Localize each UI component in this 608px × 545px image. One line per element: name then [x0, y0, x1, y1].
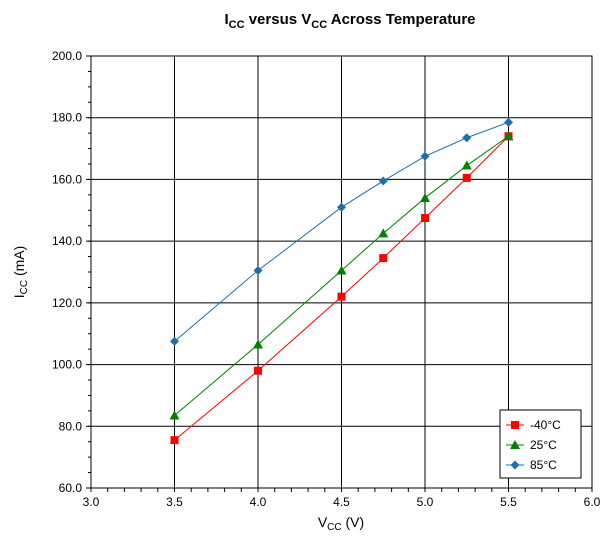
y-axis-label: ICC (mA)	[11, 246, 30, 299]
y-tick-label: 100.0	[52, 358, 82, 372]
series-triangle	[169, 131, 514, 420]
legend-label: -40°C	[530, 418, 561, 432]
data-point	[461, 160, 472, 170]
x-axis-label: VCC (V)	[318, 514, 364, 533]
x-tick-label: 5.5	[500, 495, 517, 509]
x-tick-labels: 3.0 3.5 4.0 4.5 5.0 5.5 6.0	[83, 495, 601, 509]
y-tick-label: 80.0	[59, 419, 83, 433]
legend-marker	[510, 460, 520, 470]
axis-ticks	[86, 55, 593, 492]
data-point	[253, 339, 263, 349]
x-tick-label: 4.0	[250, 495, 267, 509]
series-diamond	[170, 117, 513, 346]
legend-item: -40°C	[506, 418, 561, 432]
data-point	[420, 192, 430, 202]
chart-title: ICC versus VCC Across Temperature	[224, 11, 475, 31]
series-layer	[169, 117, 514, 445]
data-point	[170, 336, 179, 346]
y-tick-label: 60.0	[59, 481, 83, 495]
data-point	[421, 214, 429, 222]
data-point	[254, 366, 262, 375]
grid	[91, 56, 592, 488]
x-tick-label: 3.5	[166, 495, 183, 509]
data-point	[337, 292, 346, 301]
y-tick-label: 120.0	[52, 296, 82, 310]
data-point	[420, 151, 430, 161]
legend-marker	[511, 421, 519, 429]
legend: -40°C 25°C 85°C	[499, 409, 582, 479]
data-point	[169, 410, 180, 420]
y-tick-label: 140.0	[52, 234, 82, 248]
data-point	[336, 265, 347, 275]
data-point	[462, 173, 471, 182]
legend-marker	[510, 440, 520, 449]
y-tick-labels: 60.0 80.0 100.0 120.0 140.0 160.0 180.0 200.0	[52, 49, 82, 495]
data-point	[503, 131, 514, 141]
data-point	[253, 265, 263, 275]
data-point	[170, 436, 179, 445]
x-tick-label: 4.5	[333, 495, 350, 509]
x-tick-label: 6.0	[584, 495, 601, 509]
data-point	[462, 133, 472, 143]
legend-items: -40°C 25°C 85°C	[506, 418, 561, 472]
legend-label: 85°C	[530, 458, 557, 472]
legend-item: 85°C	[506, 458, 557, 472]
data-point	[379, 254, 388, 263]
y-tick-label: 200.0	[52, 49, 82, 63]
legend-label: 25°C	[530, 438, 557, 452]
data-point	[378, 176, 388, 186]
x-tick-label: 5.0	[417, 495, 434, 509]
data-point	[378, 228, 389, 238]
data-point	[337, 202, 346, 212]
y-tick-label: 180.0	[52, 111, 82, 125]
data-point	[504, 117, 513, 127]
x-tick-label: 3.0	[83, 495, 100, 509]
y-tick-label: 160.0	[52, 172, 82, 186]
legend-item: 25°C	[506, 438, 557, 452]
